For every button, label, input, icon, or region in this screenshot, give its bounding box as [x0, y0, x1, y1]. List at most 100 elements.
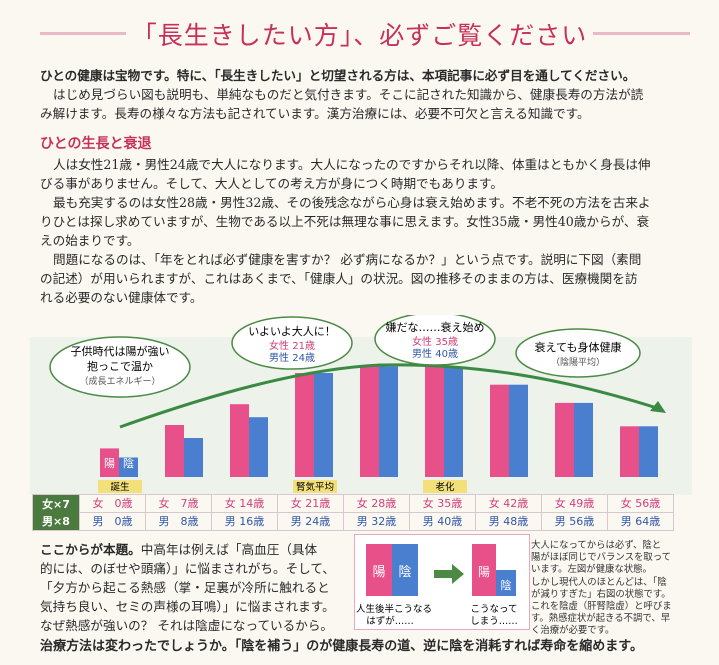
age-female-7: 女 49歳	[541, 494, 608, 513]
bubble-adult-line1: いよいよ大人に！	[248, 324, 336, 338]
bar-yang-6	[490, 384, 509, 477]
arrow-right-icon	[434, 564, 464, 584]
intro-line-2: はじめ見づらい図も説明も、単純なものだと気付きます。そこに記された知識から、健康…	[53, 87, 644, 102]
note-line-7: す。熱感症状が起きる不調で、早	[531, 613, 671, 625]
label-male-multiplier: 男×8	[42, 514, 70, 528]
age-table: 女×7 男×8 女 0歳女 7歳女 14歳女 21歳女 28歳女 35歳女 42…	[32, 494, 674, 531]
note-line-2: 陽がほぼ同じでバランスを取って	[531, 552, 671, 564]
deficient-yin-bar	[496, 570, 516, 596]
deficient-yin-label: 陰	[501, 578, 512, 592]
age-male-0: 男 0歳	[79, 512, 146, 531]
bubble-adult-m: 男性 24歳	[269, 351, 315, 364]
bar-yang-1	[165, 425, 184, 477]
age-female-4: 女 28歳	[343, 494, 410, 513]
bar-yin-7	[574, 402, 593, 477]
age-male-6: 男 48歳	[475, 512, 542, 531]
deficient-yang-label: 陽	[478, 565, 490, 579]
body-p2a: 最も充実するのは女性28歳・男性32歳、その後残念ながら心身は衰え始めます。不老…	[53, 195, 651, 210]
intro-line-1: ひとの健康は宝物です。特に、「長生きしたい」と切望される方は、本項記事に必ず目を…	[40, 68, 636, 83]
page-title: 「長生きしたい方」、必ずご覧ください	[0, 16, 719, 52]
lower-line-4: 気持ち良い、セミの声様の耳鳴）」に悩まされます。	[40, 599, 335, 614]
title-bar: 「長生きしたい方」、必ずご覧ください	[0, 10, 719, 54]
first-yang-label: 陽	[104, 457, 115, 470]
bar-yin-6	[509, 384, 528, 477]
body-p3a: 問題になるのは、「年をとれば必ず健康を害すか？ 必ず病になるか？」という点です。…	[53, 252, 642, 267]
lower-line-1: ここからが本題。中高年は例えば「高血圧（具体	[40, 542, 318, 557]
lower-line-5: なぜ熱感が強いの？ それは陰虚になっているから。	[40, 618, 334, 633]
healthy-yang-label: 陽	[372, 565, 385, 580]
lower-text: ここからが本題。中高年は例えば「高血圧（具体 的には、のぼせや頭痛）」に悩まされ…	[40, 540, 350, 635]
age-male-5: 男 40歳	[409, 512, 476, 531]
healthy-caption-2: はずが……	[366, 615, 414, 627]
bubble-healthy-line1: 衰えても身体健康	[535, 340, 622, 354]
phase-label-0: 誕生	[110, 481, 130, 493]
age-table-label: 女×7 男×8	[32, 494, 80, 531]
age-female-8: 女 56歳	[607, 494, 674, 513]
yin-yang-diagram: 陽 陰 陽 陰 人生後半こうなる はずが…… こうなって しまう……	[354, 534, 530, 630]
age-male-4: 男 32歳	[343, 512, 410, 531]
conclusion-line: 治療方法は変わったでしょうか。「陰を補う」のが健康長寿の道、逆に陰を消耗すれば寿…	[40, 639, 643, 654]
trend-arrow-head-icon	[650, 401, 666, 413]
body-p1a: 人は女性21歳・男性24歳で大人になります。大人になったのですからそれ以降、体重…	[53, 157, 651, 172]
bar-yin-4	[379, 366, 398, 477]
age-male-1: 男 8歳	[145, 512, 212, 531]
trend-arrow	[119, 363, 661, 429]
body-p3b: の記述）が用いられますが、これはあくまで、「健康人」の状況。図の推移そのままの方…	[40, 271, 638, 286]
bar-yang-0	[100, 448, 119, 477]
note-line-4: しかし現代人のほとんどは、「陰	[531, 576, 667, 588]
bubble-child	[49, 336, 191, 398]
body-p3c: れる必要のない健康体です。	[40, 290, 203, 305]
age-female-3: 女 21歳	[277, 494, 344, 513]
healthy-yang-bar	[366, 544, 392, 596]
title-rule-right	[590, 32, 690, 35]
bubble-decline-m: 男性 40歳	[412, 347, 458, 360]
deficient-caption-1: こうなって	[470, 604, 517, 615]
note-line-6: これを陰虚（肝腎陰虚）と呼びま	[531, 601, 672, 613]
phase-badge-2	[423, 480, 467, 493]
explanation-note: 大人になってからは必ず、陰と 陽がほぼ同じでバランスを取って います。左図が健康…	[531, 540, 689, 638]
age-male-3: 男 24歳	[277, 512, 344, 531]
bar-yin-3	[314, 373, 333, 477]
bubble-adult-f: 女性 21歳	[269, 339, 315, 352]
age-female-0: 女 0歳	[79, 494, 146, 513]
healthy-yin-bar	[392, 544, 418, 596]
age-female-1: 女 7歳	[145, 494, 212, 513]
bar-yin-2	[249, 417, 268, 477]
age-female-5: 女 35歳	[409, 494, 476, 513]
first-yin-label: 陰	[123, 456, 134, 470]
phase-label-2: 老化	[435, 481, 455, 493]
age-female-6: 女 42歳	[475, 494, 542, 513]
bar-yang-3	[295, 373, 314, 477]
bubble-adult	[231, 316, 353, 370]
age-male-2: 男 16歳	[211, 512, 278, 531]
lower-line-3: 「夕方から起こる熱感（掌・足裏が冷所に触れると	[40, 580, 330, 595]
lower-line-2: 的には、のぼせや頭痛）」に悩まされがち。そして、	[40, 561, 335, 576]
title-rule-left	[40, 32, 130, 35]
bar-yang-5	[425, 366, 444, 477]
note-line-3: います。左図が健康な状態。	[531, 564, 652, 576]
bubble-child-line1: 子供時代は陽が強い	[71, 344, 170, 358]
growth-decline-chart: 陽陰 誕生 腎気平均 老化 子供時代は陽が強い抱っこで温か （成長エネルギー） いよいよ…	[30, 315, 692, 495]
bar-yin-8	[639, 426, 658, 477]
body-p1b: びる事がありません。そして、大人としての考え方が身につく時期でもあります。	[40, 176, 503, 191]
bar-yang-4	[360, 366, 379, 477]
healthy-caption-1: 人生後半こうなる	[356, 603, 432, 615]
bubble-healthy	[515, 328, 641, 378]
deficient-yang-bar	[472, 544, 496, 596]
bubble-decline	[374, 315, 496, 366]
intro-line-3: み解けます。長寿の様々な方法も記されています。漢方治療には、必要不可欠と言える知…	[40, 106, 590, 121]
bar-yin-1	[184, 438, 203, 477]
bar-yang-7	[555, 402, 574, 477]
bar-yang-8	[620, 426, 639, 477]
bubble-child-sub: （成長エネルギー）	[79, 375, 160, 387]
note-line-1: 大人になってからは必ず、陰と	[531, 540, 662, 551]
bar-yang-2	[230, 404, 249, 477]
healthy-yin-label: 陰	[398, 565, 411, 580]
phase-badge-0	[98, 480, 142, 493]
body-p2b: りひとは探し求めていますが、生物である以上不死は無理な事に思えます。女性35歳・…	[40, 214, 650, 229]
age-male-8: 男 64歳	[607, 512, 674, 531]
label-female-multiplier: 女×7	[42, 497, 70, 511]
section-heading: ひとの生長と衰退	[40, 136, 152, 152]
age-female-2: 女 14歳	[211, 494, 278, 513]
note-line-8: く治療が必要です。	[531, 625, 615, 637]
